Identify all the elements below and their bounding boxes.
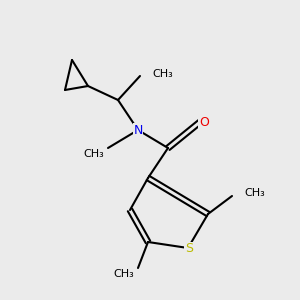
Text: CH₃: CH₃ (83, 149, 104, 159)
Text: N: N (133, 124, 143, 136)
Text: CH₃: CH₃ (152, 69, 173, 79)
Text: CH₃: CH₃ (113, 269, 134, 279)
Text: O: O (199, 116, 209, 128)
Text: CH₃: CH₃ (244, 188, 265, 198)
Text: S: S (185, 242, 193, 256)
